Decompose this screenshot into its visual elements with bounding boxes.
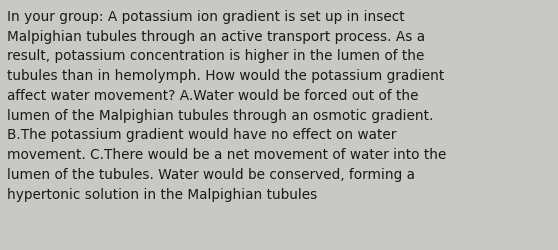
Text: In your group: A potassium ion gradient is set up in insect
Malpighian tubules t: In your group: A potassium ion gradient …	[7, 10, 446, 201]
